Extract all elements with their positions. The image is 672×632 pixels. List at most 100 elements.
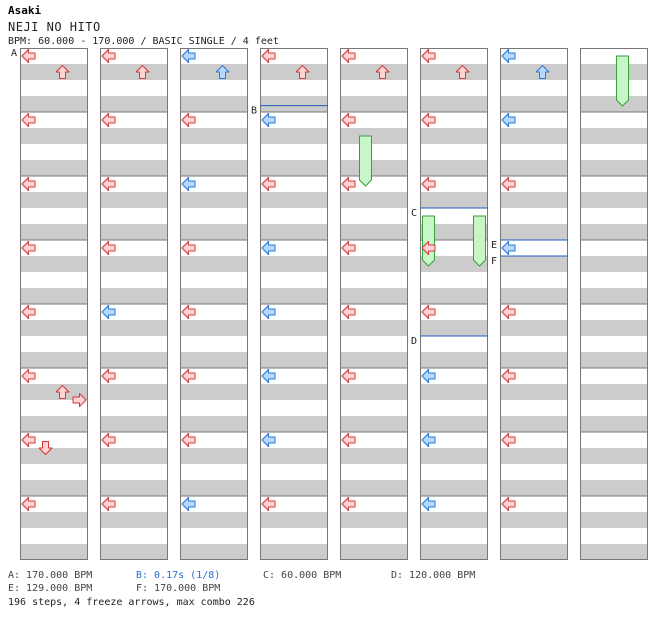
arrow-up-icon xyxy=(55,65,70,79)
beat-stripe xyxy=(260,288,328,304)
beat-stripe xyxy=(340,224,408,240)
beat-stripe xyxy=(340,512,408,528)
bpm-marker-label: F xyxy=(491,256,497,267)
beat-stripe xyxy=(500,320,568,336)
arrow-left-icon xyxy=(181,49,196,63)
beat-stripe xyxy=(20,416,88,432)
arrow-left-icon xyxy=(421,433,436,447)
beat-stripe xyxy=(180,160,248,176)
bpm-marker-label: A xyxy=(11,48,17,59)
arrow-left-icon xyxy=(21,305,36,319)
arrow-left-icon xyxy=(181,433,196,447)
arrow-left-icon xyxy=(181,113,196,127)
chart-summary: 196 steps, 4 freeze arrows, max combo 22… xyxy=(8,597,255,608)
beat-stripe xyxy=(180,352,248,368)
beat-stripe xyxy=(340,96,408,112)
arrow-up-icon xyxy=(215,65,230,79)
beat-stripe xyxy=(340,128,408,144)
beat-stripe xyxy=(100,384,168,400)
bpm-marker-label: B xyxy=(251,106,257,117)
beat-stripe xyxy=(420,192,488,208)
column-border xyxy=(340,48,408,560)
beat-stripe xyxy=(340,352,408,368)
arrow-left-icon xyxy=(341,369,356,383)
bpm-marker-label: D xyxy=(411,336,417,347)
beat-stripe xyxy=(420,64,488,80)
beat-stripe xyxy=(100,320,168,336)
beat-stripe xyxy=(500,128,568,144)
arrow-left-icon xyxy=(501,49,516,63)
beat-stripe xyxy=(420,320,488,336)
beat-stripe xyxy=(180,480,248,496)
arrow-left-icon xyxy=(421,177,436,191)
beat-stripe xyxy=(260,128,328,144)
beat-stripe xyxy=(180,192,248,208)
beat-stripe xyxy=(100,288,168,304)
legend-b: B: 0.17s (1/8) xyxy=(136,570,221,581)
arrow-left-icon xyxy=(101,497,116,511)
arrow-left-icon xyxy=(261,49,276,63)
beat-stripe xyxy=(500,288,568,304)
arrow-left-icon xyxy=(181,305,196,319)
beat-stripe xyxy=(580,128,648,144)
arrow-down-icon xyxy=(38,441,53,455)
beat-stripe xyxy=(500,416,568,432)
column-border xyxy=(500,48,568,560)
beat-stripe xyxy=(20,448,88,464)
beat-stripe xyxy=(420,96,488,112)
beat-stripe xyxy=(260,64,328,80)
beat-stripe xyxy=(100,192,168,208)
beat-stripe xyxy=(580,352,648,368)
beat-stripe xyxy=(260,480,328,496)
beat-stripe xyxy=(20,512,88,528)
beat-stripe xyxy=(20,320,88,336)
beat-stripe xyxy=(260,192,328,208)
beat-stripe xyxy=(260,512,328,528)
arrow-left-icon xyxy=(421,49,436,63)
arrow-left-icon xyxy=(261,369,276,383)
beat-stripe xyxy=(420,160,488,176)
beat-stripe xyxy=(100,448,168,464)
beat-stripe xyxy=(500,256,568,272)
arrow-left-icon xyxy=(261,113,276,127)
beat-stripe xyxy=(260,96,328,112)
beat-stripe xyxy=(180,64,248,80)
beat-stripe xyxy=(20,64,88,80)
arrow-up-icon xyxy=(375,65,390,79)
arrow-up-icon xyxy=(135,65,150,79)
beat-stripe xyxy=(420,256,488,272)
beat-stripe xyxy=(500,384,568,400)
beat-stripe xyxy=(340,288,408,304)
beat-stripe xyxy=(500,448,568,464)
arrow-left-icon xyxy=(341,433,356,447)
beat-stripe xyxy=(420,544,488,560)
arrow-left-icon xyxy=(101,49,116,63)
arrow-left-icon xyxy=(421,497,436,511)
beat-stripe xyxy=(340,544,408,560)
beat-stripe xyxy=(420,448,488,464)
beat-stripe xyxy=(580,448,648,464)
arrow-left-icon xyxy=(341,113,356,127)
beat-stripe xyxy=(100,512,168,528)
arrow-left-icon xyxy=(421,305,436,319)
arrow-left-icon xyxy=(101,241,116,255)
beat-stripe xyxy=(580,64,648,80)
beat-stripe xyxy=(340,448,408,464)
beat-stripe xyxy=(500,192,568,208)
beat-stripe xyxy=(500,480,568,496)
beat-stripe xyxy=(180,224,248,240)
beat-stripe xyxy=(180,288,248,304)
arrow-left-icon xyxy=(341,497,356,511)
arrow-left-icon xyxy=(181,497,196,511)
bpm-marker-label: E xyxy=(491,240,497,251)
beat-stripe xyxy=(420,352,488,368)
beat-stripe xyxy=(580,224,648,240)
legend-d: D: 120.000 BPM xyxy=(391,570,476,581)
beat-stripe xyxy=(100,128,168,144)
song-title: NEJI NO HITO xyxy=(8,20,101,34)
beat-stripe xyxy=(340,384,408,400)
arrow-left-icon xyxy=(181,369,196,383)
beat-stripe xyxy=(180,128,248,144)
beat-stripe xyxy=(580,544,648,560)
beat-stripe xyxy=(100,256,168,272)
